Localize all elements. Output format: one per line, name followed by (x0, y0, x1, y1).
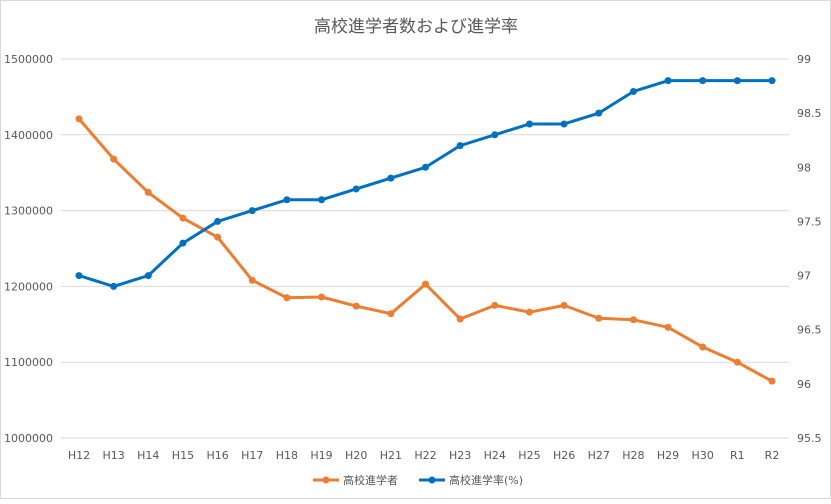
data-point (144, 188, 152, 196)
data-point (629, 316, 637, 324)
data-point (560, 120, 568, 128)
x-tick-label: R2 (765, 449, 780, 462)
right-tick-label: 98 (797, 161, 811, 174)
data-point (179, 214, 187, 222)
legend-label: 高校進学率(%) (449, 473, 523, 487)
x-tick-label: H30 (692, 449, 714, 462)
data-point (664, 77, 672, 85)
series-line-0 (77, 117, 773, 383)
data-point (491, 301, 499, 309)
right-tick-label: 96 (797, 378, 811, 391)
left-tick-label: 1100000 (4, 356, 53, 369)
data-point (75, 272, 83, 280)
right-tick-label: 95.5 (797, 432, 822, 445)
data-point (456, 142, 464, 150)
data-point (352, 185, 360, 193)
left-tick-label: 1200000 (4, 280, 53, 293)
data-point (733, 77, 741, 85)
x-tick-label: H28 (622, 449, 644, 462)
legend-marker (428, 476, 436, 484)
x-tick-label: H29 (657, 449, 679, 462)
data-point (75, 115, 83, 123)
data-point (422, 280, 429, 288)
x-tick-label: H17 (241, 449, 263, 462)
x-tick-label: H12 (68, 449, 90, 462)
data-point (352, 302, 360, 310)
data-point (595, 314, 603, 322)
data-point (214, 233, 222, 241)
x-tick-label: H20 (345, 449, 367, 462)
right-tick-label: 96.5 (797, 324, 822, 337)
data-point (595, 109, 603, 117)
data-point (248, 207, 256, 215)
data-point (387, 174, 395, 182)
x-tick-label: H26 (553, 449, 575, 462)
data-point (699, 343, 707, 351)
data-point (214, 217, 222, 225)
right-tick-label: 99 (797, 53, 811, 66)
x-tick-label: H14 (137, 449, 159, 462)
data-point (491, 131, 499, 139)
data-point (629, 87, 637, 95)
left-tick-label: 1500000 (4, 53, 53, 66)
x-tick-label: H25 (518, 449, 540, 462)
left-tick-label: 1300000 (4, 205, 53, 218)
right-tick-label: 97.5 (797, 215, 822, 228)
data-point (283, 294, 291, 302)
data-point (768, 377, 776, 385)
data-point (179, 239, 187, 247)
data-point (525, 120, 533, 128)
right-tick-label: 97 (797, 270, 811, 283)
x-tick-label: H15 (172, 449, 194, 462)
x-tick-label: H13 (103, 449, 125, 462)
data-point (248, 276, 256, 284)
x-tick-label: H18 (276, 449, 298, 462)
chart-title: 高校進学者数および進学率 (314, 17, 518, 37)
data-point (456, 315, 464, 323)
data-point (525, 308, 533, 316)
x-tick-label: R1 (730, 449, 745, 462)
x-tick-label: H16 (206, 449, 228, 462)
data-point (283, 196, 291, 204)
data-point (768, 77, 776, 85)
data-point (110, 155, 118, 163)
data-point (733, 358, 741, 366)
left-tick-label: 1000000 (4, 432, 53, 445)
data-point (318, 196, 326, 204)
data-point (387, 310, 395, 318)
data-point (144, 272, 152, 280)
x-tick-label: H23 (449, 449, 471, 462)
left-tick-label: 1400000 (4, 129, 53, 142)
right-tick-label: 98.5 (797, 107, 822, 120)
x-tick-label: H21 (380, 449, 402, 462)
data-point (110, 282, 118, 290)
x-tick-label: H24 (484, 449, 506, 462)
x-tick-label: H27 (588, 449, 610, 462)
x-tick-label: H19 (310, 449, 332, 462)
data-point (560, 301, 568, 309)
data-point (699, 77, 707, 85)
legend-label: 高校進学者 (343, 473, 398, 487)
data-point (318, 293, 326, 301)
data-point (664, 323, 672, 331)
data-point (422, 163, 429, 171)
x-tick-label: H22 (414, 449, 436, 462)
legend-marker (322, 476, 330, 484)
series-line-1 (78, 79, 772, 288)
